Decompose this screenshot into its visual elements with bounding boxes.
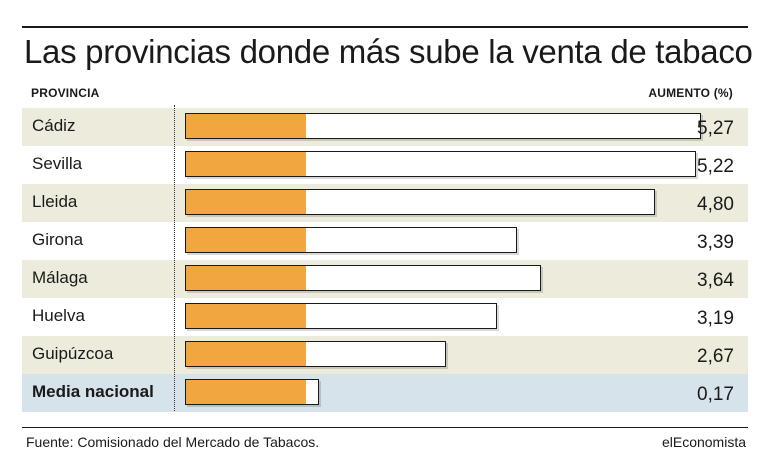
bar-row: Sevilla 5,22 [22,146,748,184]
dotted-divider [174,105,175,411]
category-label: Málaga [32,268,88,287]
bar [185,151,696,177]
chart-title: Las provincias donde más sube la venta d… [24,33,753,70]
brand-label: elEconomista [661,434,746,450]
bar-fill [186,190,306,214]
category-label: Guipúzcoa [32,344,114,363]
bar-row: Cádiz 5,27 [22,108,748,146]
bar-fill [186,152,306,176]
bar-fill [186,114,306,138]
category-label: Huelva [32,306,85,325]
bar-fill [186,266,306,290]
value-label: 5,27 [697,118,734,139]
bar-row: Guipúzcoa 2,67 [22,336,748,374]
bar-row: Málaga 3,64 [22,260,748,298]
bar-fill [186,342,306,366]
value-label: 3,64 [697,270,734,291]
bar-row: Lleida 4,80 [22,184,748,222]
bar-row: Huelva 3,19 [22,298,748,336]
category-label: Lleida [32,192,78,211]
bar-row: Girona 3,39 [22,222,748,260]
bar-fill [186,228,306,252]
column-header-increase: AUMENTO (%) [648,86,733,100]
bar [185,227,517,253]
category-label: Cádiz [32,116,76,135]
value-label: 2,67 [697,346,734,367]
value-label: 3,19 [697,308,734,329]
value-label: 5,22 [697,156,734,177]
category-label: Media nacional [32,382,154,401]
value-label: 3,39 [697,232,734,253]
column-header-province: PROVINCIA [31,86,100,100]
bar [185,379,319,405]
bar [185,189,655,215]
bar [185,113,701,139]
bar-row: Media nacional 0,17 [22,374,748,412]
category-label: Sevilla [32,154,83,173]
bar [185,341,446,367]
bar [185,303,497,329]
top-rule [22,26,748,28]
category-label: Girona [32,230,84,249]
value-label: 4,80 [697,194,734,215]
bar-fill [186,380,306,404]
bar-fill [186,304,306,328]
bottom-rule [22,427,748,428]
value-label: 0,17 [697,384,734,405]
source-note: Fuente: Comisionado del Mercado de Tabac… [26,434,320,450]
bar [185,265,541,291]
